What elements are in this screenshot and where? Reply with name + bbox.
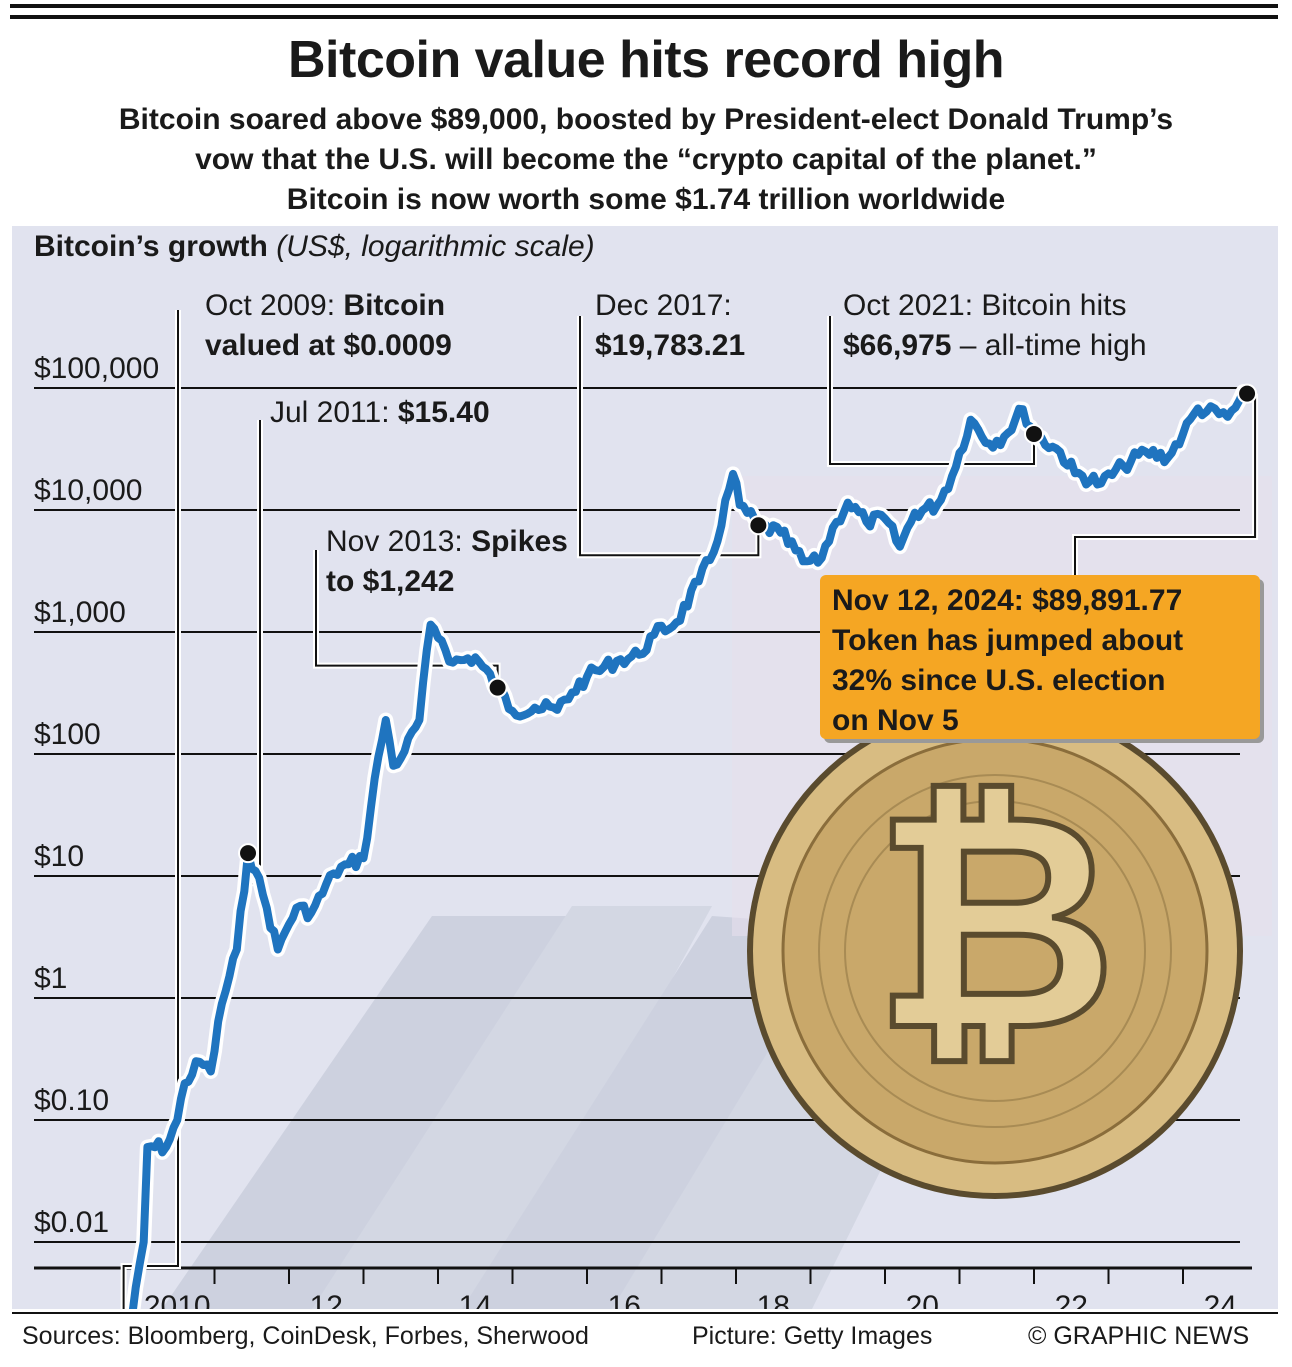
event-markers	[238, 383, 1258, 864]
x-tick-label: 2010	[144, 1290, 211, 1309]
callout-nov2024-line4: on Nov 5	[832, 704, 959, 737]
subhead-line-1: Bitcoin soared above $89,000, boosted by…	[118, 103, 1174, 136]
chart-title-main: Bitcoin’s growth	[34, 230, 268, 263]
y-tick-labels: $100,000 $10,000 $1,000 $100 $10 $1 $0.10 $0.01	[34, 352, 159, 1239]
event-marker	[1237, 383, 1258, 404]
x-tick-label: 12	[310, 1290, 343, 1309]
callout-dec2017: Dec 2017: $19,783.21	[595, 286, 745, 366]
x-tick-label: 24	[1204, 1290, 1237, 1309]
connector-line	[579, 316, 760, 557]
x-tick-label: 20	[906, 1290, 939, 1309]
headline: Bitcoin value hits record high	[288, 31, 1005, 89]
x-tick-label: 14	[459, 1290, 492, 1309]
y-tick-label: $1	[34, 962, 67, 995]
top-rule-2	[10, 15, 1278, 19]
x-axis: 2010 12 14 16 18 20 22 24	[34, 1266, 1252, 1309]
callout-jul2011-date: Jul 2011:	[270, 396, 398, 429]
y-tick-label: $0.10	[34, 1084, 109, 1117]
callout-nov2024-line2: Token has jumped about	[832, 624, 1184, 657]
callout-oct2009-text: Bitcoin	[343, 289, 446, 322]
y-tick-label: $100	[34, 718, 101, 751]
svg-text:₿: ₿	[873, 748, 1117, 1097]
y-tick-label: $1,000	[34, 596, 126, 629]
connector-line	[829, 316, 1035, 465]
event-marker	[1024, 423, 1044, 444]
subhead-line-3: Bitcoin is now worth some $1.74 trillion…	[286, 183, 1006, 216]
callout-oct2021: Oct 2021: Bitcoin hits $66,975 – all-tim…	[843, 286, 1147, 366]
y-tick-label: $10	[34, 840, 84, 873]
y-tick-label: $10,000	[34, 474, 142, 507]
bitcoin-coin: ₿	[747, 703, 1243, 1199]
callout-dec2017-value: $19,783.21	[595, 329, 746, 362]
y-tick-label: $0.01	[34, 1206, 109, 1239]
callout-nov2013-value: to $1,242	[326, 565, 455, 598]
callout-nov2013: Nov 2013: Spikes to $1,242	[326, 522, 568, 602]
callout-oct2021-date: Oct 2021: Bitcoin hits	[843, 289, 1127, 322]
footer-rule	[12, 1312, 1278, 1314]
subhead-line-2: vow that the U.S. will become the “crypt…	[195, 143, 1097, 176]
chart-title: Bitcoin’s growth (US$, logarithmic scale…	[34, 230, 595, 264]
callout-oct2009-value: valued at $0.0009	[205, 329, 452, 362]
x-tick-label: 22	[1055, 1290, 1088, 1309]
footer-copyright: © GRAPHIC NEWS	[1028, 1322, 1250, 1350]
event-marker	[238, 843, 259, 864]
price-line	[128, 387, 1249, 1309]
callout-jul2011: Jul 2011: $15.40	[270, 393, 490, 433]
footer-picture: Picture: Getty Images	[692, 1322, 933, 1350]
callout-nov2024-box: Nov 12, 2024: $89,891.77 Token has jumpe…	[820, 575, 1260, 739]
callout-nov2024-line1: Nov 12, 2024: $89,891.77	[832, 584, 1183, 617]
callout-oct2009: Oct 2009: Bitcoin valued at $0.0009	[205, 286, 452, 366]
callout-dec2017-date: Dec 2017:	[595, 289, 732, 322]
event-marker	[487, 677, 508, 698]
callout-oct2021-value: $66,975	[843, 329, 952, 362]
x-tick-label: 16	[608, 1290, 641, 1309]
callout-nov2024-line3: 32% since U.S. election	[832, 664, 1166, 697]
callout-nov2013-date: Nov 2013:	[326, 525, 472, 558]
y-tick-label: $100,000	[34, 352, 159, 385]
footer-sources: Sources: Bloomberg, CoinDesk, Forbes, Sh…	[22, 1322, 589, 1350]
top-rule	[10, 4, 1278, 8]
connector-line	[1074, 393, 1257, 575]
chart-title-note: (US$, logarithmic scale)	[276, 230, 595, 263]
callout-oct2021-rest: – all-time high	[951, 329, 1147, 362]
chart-panel: $100,000 $10,000 $1,000 $100 $10 $1 $0.10 $0.01…	[12, 226, 1278, 1309]
callout-nov2013-text: Spikes	[471, 525, 568, 558]
event-marker	[748, 515, 769, 536]
connector-line	[122, 310, 179, 1309]
callout-jul2011-value: $15.40	[397, 396, 490, 429]
callout-oct2009-date: Oct 2009:	[205, 289, 344, 322]
x-tick-label: 18	[757, 1290, 790, 1309]
